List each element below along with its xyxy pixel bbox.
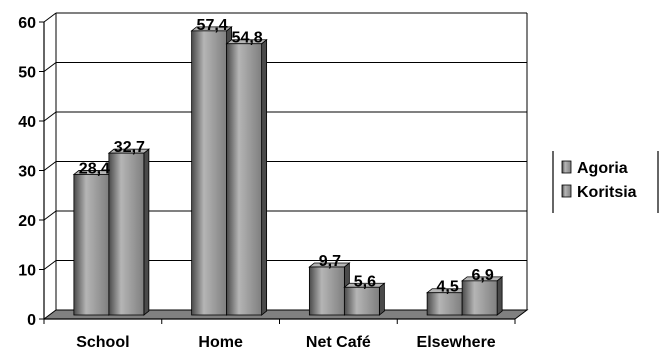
data-labels: 28,432,7 57,454,8 9,7 5,6 4,5 6,9: [79, 17, 494, 296]
y-tick-label: 30: [18, 164, 36, 181]
data-label: 6,9: [472, 267, 494, 284]
bar-agoria-school: [72, 169, 116, 316]
y-tick-label: 40: [18, 114, 36, 131]
bar-agoria-home: [190, 26, 233, 316]
bar-agoria-netcaf: [308, 262, 351, 316]
legend: Agoria Koritsia: [552, 151, 659, 213]
data-label: 5,6: [354, 273, 376, 290]
data-label: 54,8: [232, 30, 263, 47]
y-tick-label: 20: [18, 213, 36, 230]
x-tick-label: Home: [198, 334, 243, 351]
x-tick-labels: School Home Net Café Elsewhere: [76, 334, 496, 351]
y-tick-labels: 0 10 20 30 40 50 60: [18, 15, 36, 329]
data-label: 32,7: [114, 139, 145, 156]
data-label: 57,4: [197, 17, 228, 34]
bar-koritsia-home: [225, 38, 268, 316]
bar-koritsia-school: [107, 148, 151, 316]
y-tick-label: 50: [18, 65, 36, 82]
gridline-side: [43, 260, 57, 270]
x-tick-label: Elsewhere: [417, 334, 496, 351]
y-tick-label: 60: [18, 15, 36, 32]
gridline-side: [43, 161, 57, 171]
bar-koritsia-netcaf: [343, 282, 386, 316]
legend-label: Agoria: [577, 160, 628, 177]
legend-swatch: [561, 160, 572, 174]
gridline-side: [43, 210, 57, 221]
legend-swatch: [561, 184, 572, 198]
gridline-side: [43, 111, 57, 122]
gridline-side: [43, 62, 57, 72]
gridline-side: [43, 12, 57, 23]
data-label: 4,5: [437, 279, 459, 296]
legend-label: Koritsia: [577, 184, 637, 201]
y-tick-label: 0: [27, 312, 36, 329]
data-label: 28,4: [79, 160, 110, 177]
bars: [72, 26, 504, 316]
x-tick-label: Net Café: [306, 334, 371, 351]
y-tick-label: 10: [18, 263, 36, 280]
bar-koritsia-elsewhere: [460, 276, 504, 316]
x-tick-label: School: [76, 334, 129, 351]
axes: [39, 13, 516, 324]
data-label: 9,7: [319, 253, 341, 270]
